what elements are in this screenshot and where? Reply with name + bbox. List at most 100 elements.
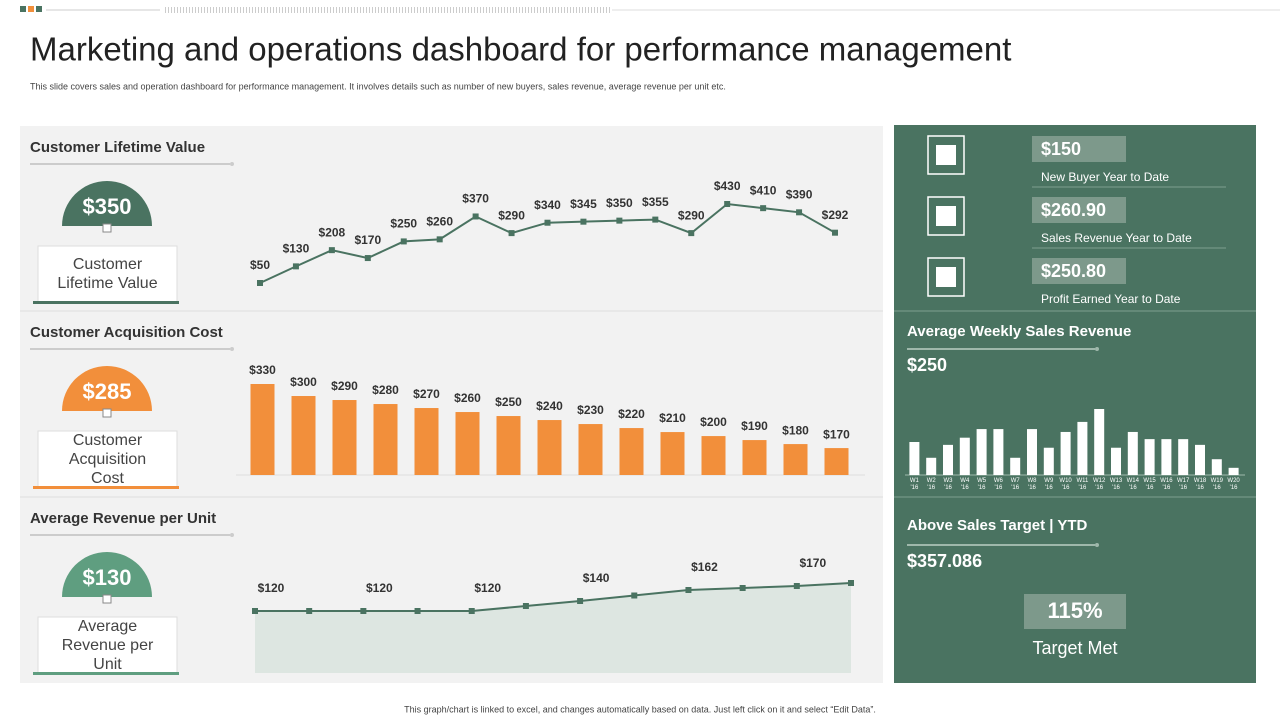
data-label: $292 bbox=[822, 208, 849, 222]
data-label: $210 bbox=[659, 411, 686, 425]
kpi-value: $130 bbox=[83, 565, 132, 590]
kpi-box-bar bbox=[33, 301, 179, 304]
data-label: $200 bbox=[700, 415, 727, 429]
summary-value: $260.90 bbox=[1041, 200, 1106, 220]
marker bbox=[688, 230, 695, 237]
icon-inner bbox=[936, 206, 956, 226]
icon bbox=[927, 257, 965, 297]
title: Marketing and operations dashboard for p… bbox=[30, 31, 1011, 68]
section-title: Customer Lifetime Value bbox=[30, 139, 205, 156]
kpi-connector bbox=[102, 408, 112, 418]
bar bbox=[1094, 409, 1105, 475]
section-title: Customer Acquisition Cost bbox=[30, 324, 223, 341]
x-tick-label: W8 '16 bbox=[1027, 478, 1037, 491]
marker bbox=[796, 209, 803, 216]
deco bbox=[20, 6, 26, 12]
marker bbox=[292, 263, 299, 270]
data-label: $430 bbox=[714, 179, 741, 193]
kpi-label: Customer Lifetime Value bbox=[57, 256, 158, 292]
kpi-label-box: Customer Lifetime Value bbox=[57, 256, 158, 292]
marker bbox=[760, 205, 767, 212]
data-label: $50 bbox=[250, 258, 270, 272]
marker bbox=[577, 598, 584, 604]
marker bbox=[364, 255, 371, 262]
data-label: $270 bbox=[413, 387, 440, 401]
icon bbox=[927, 196, 965, 236]
bar bbox=[824, 448, 849, 475]
icon-inner bbox=[936, 267, 956, 287]
data-label: $190 bbox=[741, 419, 768, 433]
underline-dot bbox=[230, 533, 234, 537]
bar bbox=[1211, 459, 1222, 475]
data-label: $180 bbox=[782, 423, 809, 437]
data-label: $355 bbox=[642, 195, 669, 209]
bar bbox=[1111, 447, 1121, 475]
marker bbox=[739, 585, 746, 591]
data-label: $120 bbox=[474, 581, 501, 595]
value-box bbox=[1032, 258, 1126, 284]
marker bbox=[652, 216, 659, 223]
data-label: $260 bbox=[454, 391, 481, 405]
kpi-box bbox=[37, 245, 178, 303]
data-label: $170 bbox=[354, 233, 381, 247]
bar bbox=[959, 437, 970, 475]
bar bbox=[619, 428, 644, 475]
bar bbox=[1195, 444, 1205, 475]
underline-dot bbox=[230, 347, 234, 351]
underline-dot bbox=[1095, 543, 1099, 547]
kpi-label: Customer Acquisition Cost bbox=[68, 431, 147, 487]
x-tick-label: W18 '16 bbox=[1193, 478, 1207, 491]
marker bbox=[306, 608, 313, 614]
bar bbox=[1228, 467, 1239, 475]
kpi-connector bbox=[102, 223, 112, 233]
marker bbox=[631, 592, 638, 599]
data-label: $140 bbox=[583, 571, 610, 585]
icon-inner bbox=[936, 145, 956, 165]
x-tick-label: W12 '16 bbox=[1093, 478, 1106, 491]
data-label: $250 bbox=[495, 395, 522, 409]
bar bbox=[1077, 421, 1088, 475]
marker bbox=[252, 608, 258, 614]
bar bbox=[783, 444, 808, 475]
bar bbox=[1060, 431, 1071, 475]
bar bbox=[414, 408, 439, 475]
bar bbox=[926, 457, 937, 475]
data-label: $240 bbox=[536, 399, 563, 413]
subtitle: This slide covers sales and operation da… bbox=[30, 81, 726, 91]
marker bbox=[544, 219, 551, 226]
bar bbox=[1144, 439, 1155, 475]
data-label: $390 bbox=[786, 187, 813, 201]
data-label: $300 bbox=[290, 375, 317, 389]
marker bbox=[360, 608, 367, 614]
marker bbox=[472, 213, 479, 220]
data-label: $130 bbox=[283, 242, 310, 256]
bar bbox=[660, 432, 685, 475]
footer: This graph/chart is linked to excel, and… bbox=[404, 704, 876, 714]
data-label: $120 bbox=[258, 581, 285, 595]
x-tick-label: W15 '16 bbox=[1143, 478, 1156, 491]
marker bbox=[848, 580, 854, 586]
data-label: $410 bbox=[750, 183, 777, 197]
marker bbox=[793, 583, 800, 589]
data-label: $370 bbox=[462, 192, 489, 206]
marker bbox=[468, 608, 475, 614]
bar bbox=[909, 442, 920, 475]
data-label: $220 bbox=[618, 407, 645, 421]
kpi-connector bbox=[102, 594, 112, 604]
data-label: $208 bbox=[319, 225, 346, 239]
x-tick-label: W2 '16 bbox=[926, 478, 936, 491]
marker bbox=[508, 230, 515, 237]
data-label: $290 bbox=[678, 208, 705, 222]
data-label: $290 bbox=[331, 379, 358, 393]
headline: $250 bbox=[907, 355, 947, 375]
summary-value: $250.80 bbox=[1041, 261, 1106, 281]
x-tick-label: W6 '16 bbox=[993, 478, 1003, 491]
bar bbox=[1161, 439, 1172, 475]
bar bbox=[1010, 457, 1021, 475]
bar bbox=[250, 384, 275, 475]
x-tick-label: W19 '16 bbox=[1210, 478, 1223, 491]
bar bbox=[1178, 439, 1189, 475]
underline-dot bbox=[1095, 347, 1099, 351]
data-label: $330 bbox=[249, 363, 276, 377]
data-label: $120 bbox=[366, 581, 393, 595]
